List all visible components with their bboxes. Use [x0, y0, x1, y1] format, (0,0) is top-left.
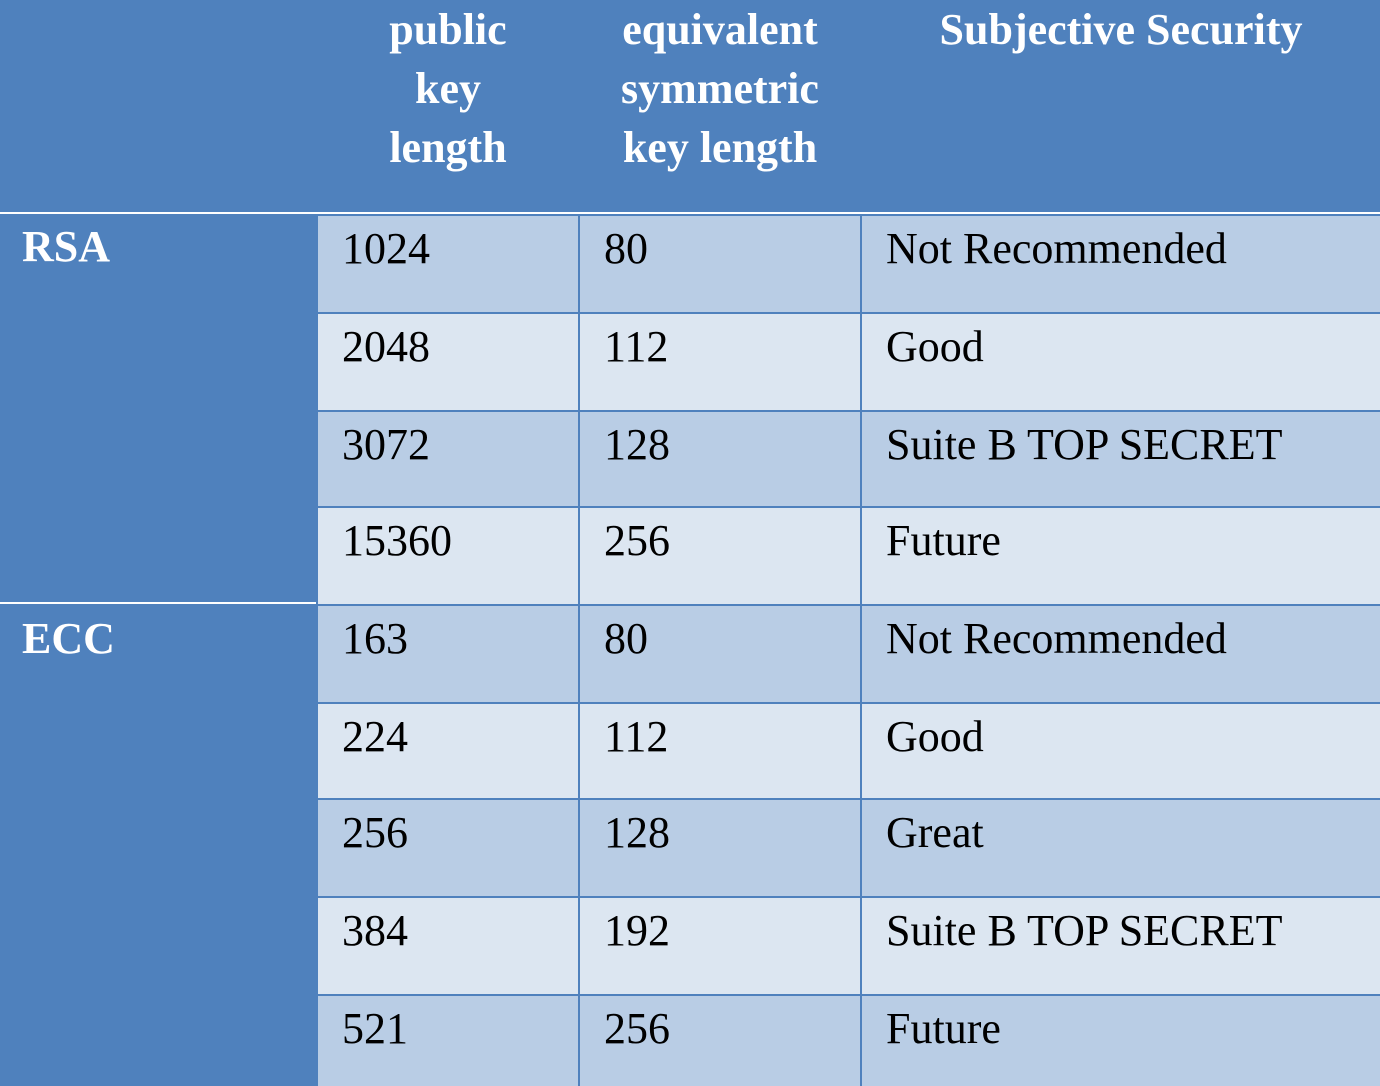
symmetric-key-length-cell: 112 — [580, 314, 860, 410]
symmetric-key-length-cell: 256 — [580, 508, 860, 604]
public-key-length-cell: 521 — [318, 996, 578, 1086]
group-label-rsa: RSA — [0, 214, 316, 604]
header-text-line: Subjective Security — [939, 5, 1303, 54]
symmetric-key-length-cell: 80 — [580, 216, 860, 312]
security-cell: Good — [862, 704, 1380, 798]
table-row: 521 256 Future — [318, 996, 1380, 1086]
security-cell: Not Recommended — [862, 606, 1380, 702]
security-cell: Suite B TOP SECRET — [862, 898, 1380, 994]
symmetric-key-length-cell: 80 — [580, 606, 860, 702]
public-key-length-cell: 256 — [318, 800, 578, 896]
security-cell: Not Recommended — [862, 216, 1380, 312]
group-label-ecc: ECC — [0, 606, 316, 1086]
header-text-line: symmetric — [621, 64, 819, 113]
table-row: 224 112 Good — [318, 704, 1380, 798]
public-key-length-cell: 163 — [318, 606, 578, 702]
header-text-line: key length — [622, 123, 818, 172]
symmetric-key-length-cell: 112 — [580, 704, 860, 798]
header-equivalent-symmetric-key-length: equivalent symmetric key length — [580, 0, 860, 177]
symmetric-key-length-cell: 128 — [580, 412, 860, 506]
symmetric-key-length-cell: 256 — [580, 996, 860, 1086]
header-text-line: length — [389, 123, 507, 172]
table-header: public key length equivalent symmetric k… — [0, 0, 1380, 214]
security-cell: Future — [862, 508, 1380, 604]
public-key-length-cell: 15360 — [318, 508, 578, 604]
public-key-length-cell: 384 — [318, 898, 578, 994]
public-key-length-cell: 3072 — [318, 412, 578, 506]
header-text-line: public — [389, 5, 507, 54]
table-row: 384 192 Suite B TOP SECRET — [318, 898, 1380, 994]
public-key-length-cell: 1024 — [318, 216, 578, 312]
header-subjective-security: Subjective Security — [862, 0, 1380, 59]
table-row: 163 80 Not Recommended — [318, 606, 1380, 702]
table-row: 2048 112 Good — [318, 314, 1380, 410]
security-cell: Great — [862, 800, 1380, 896]
public-key-length-cell: 224 — [318, 704, 578, 798]
table-row: 15360 256 Future — [318, 508, 1380, 604]
header-text-line: key — [415, 64, 481, 113]
symmetric-key-length-cell: 128 — [580, 800, 860, 896]
security-cell: Future — [862, 996, 1380, 1086]
public-key-length-cell: 2048 — [318, 314, 578, 410]
table-row: 3072 128 Suite B TOP SECRET — [318, 412, 1380, 506]
header-public-key-length: public key length — [318, 0, 578, 177]
security-cell: Good — [862, 314, 1380, 410]
symmetric-key-length-cell: 192 — [580, 898, 860, 994]
security-cell: Suite B TOP SECRET — [862, 412, 1380, 506]
table-row: 256 128 Great — [318, 800, 1380, 896]
header-text-line: equivalent — [622, 5, 818, 54]
table-row: 1024 80 Not Recommended — [318, 216, 1380, 312]
